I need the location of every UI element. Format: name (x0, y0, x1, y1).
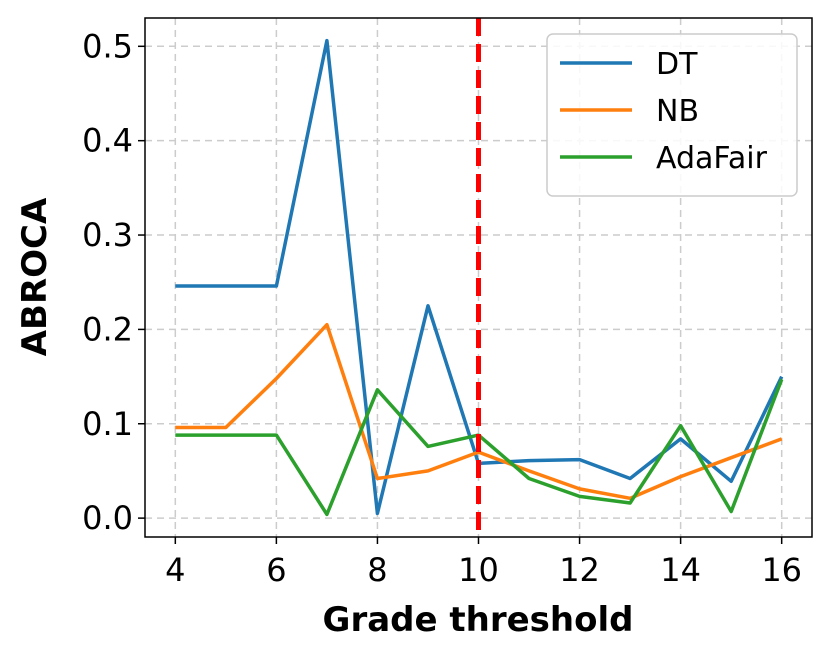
series-line-nb (175, 322, 783, 501)
x-axis-title: Grade threshold (323, 600, 634, 640)
legend-label-nb: NB (656, 94, 699, 129)
x-tick-label: 10 (458, 551, 499, 589)
x-tick-label: 16 (761, 551, 802, 589)
x-tick-label: 12 (559, 551, 600, 589)
y-tick-label: 0.0 (82, 499, 133, 537)
y-axis: 0.0 0.1 0.2 0.3 0.4 0.5 (82, 27, 145, 537)
legend: DT NB AdaFair (546, 33, 798, 197)
x-axis: 4 6 8 10 12 14 16 (165, 537, 802, 589)
x-tick-label: 8 (367, 551, 387, 589)
y-tick-label: 0.5 (82, 27, 133, 65)
y-axis-title: ABROCA (15, 197, 55, 356)
x-tick-label: 4 (165, 551, 185, 589)
y-tick-label: 0.1 (82, 405, 133, 443)
x-tick-label: 14 (660, 551, 701, 589)
x-tick-label: 6 (266, 551, 286, 589)
legend-label-dt: DT (656, 47, 698, 82)
y-tick-label: 0.2 (82, 310, 133, 348)
legend-label-adafair: AdaFair (656, 141, 768, 176)
y-tick-label: 0.4 (82, 122, 133, 160)
y-tick-label: 0.3 (82, 216, 133, 254)
